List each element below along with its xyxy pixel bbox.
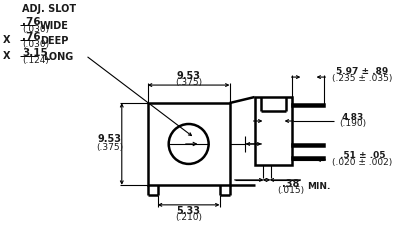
Text: (.235 ± .035): (.235 ± .035) (332, 74, 392, 82)
Text: 3.15: 3.15 (22, 48, 48, 58)
Text: ADJ. SLOT: ADJ. SLOT (22, 4, 76, 14)
Bar (292, 157, 324, 159)
Text: (.210): (.210) (175, 213, 202, 222)
Text: (.030): (.030) (22, 40, 49, 49)
Text: 5.33: 5.33 (177, 206, 201, 216)
Text: .38: .38 (282, 179, 299, 189)
Text: .51 ± .05: .51 ± .05 (340, 151, 385, 161)
Text: LONG: LONG (43, 52, 73, 62)
Text: WIDE: WIDE (40, 21, 69, 31)
Text: 9.53: 9.53 (98, 134, 122, 144)
Text: X: X (3, 35, 10, 45)
Text: DEEP: DEEP (40, 36, 68, 46)
Text: 9.53: 9.53 (177, 71, 201, 81)
Bar (148, 103, 230, 185)
Bar (254, 97, 292, 165)
Text: MIN.: MIN. (307, 182, 330, 191)
Text: (.124): (.124) (22, 56, 49, 65)
Text: (.020 ± .002): (.020 ± .002) (332, 158, 392, 167)
Text: 4.83: 4.83 (341, 113, 364, 122)
Bar (292, 104, 324, 106)
Text: (.375): (.375) (175, 78, 202, 86)
Text: (.190): (.190) (339, 120, 366, 128)
Text: X: X (3, 51, 10, 61)
Bar (292, 144, 324, 146)
Text: .76: .76 (22, 32, 40, 42)
Text: (.030): (.030) (22, 25, 49, 34)
Text: .76: .76 (22, 17, 40, 27)
Text: (.015): (.015) (277, 186, 304, 195)
Text: (.375): (.375) (96, 144, 123, 152)
Text: 5.97 ± .89: 5.97 ± .89 (336, 67, 388, 76)
